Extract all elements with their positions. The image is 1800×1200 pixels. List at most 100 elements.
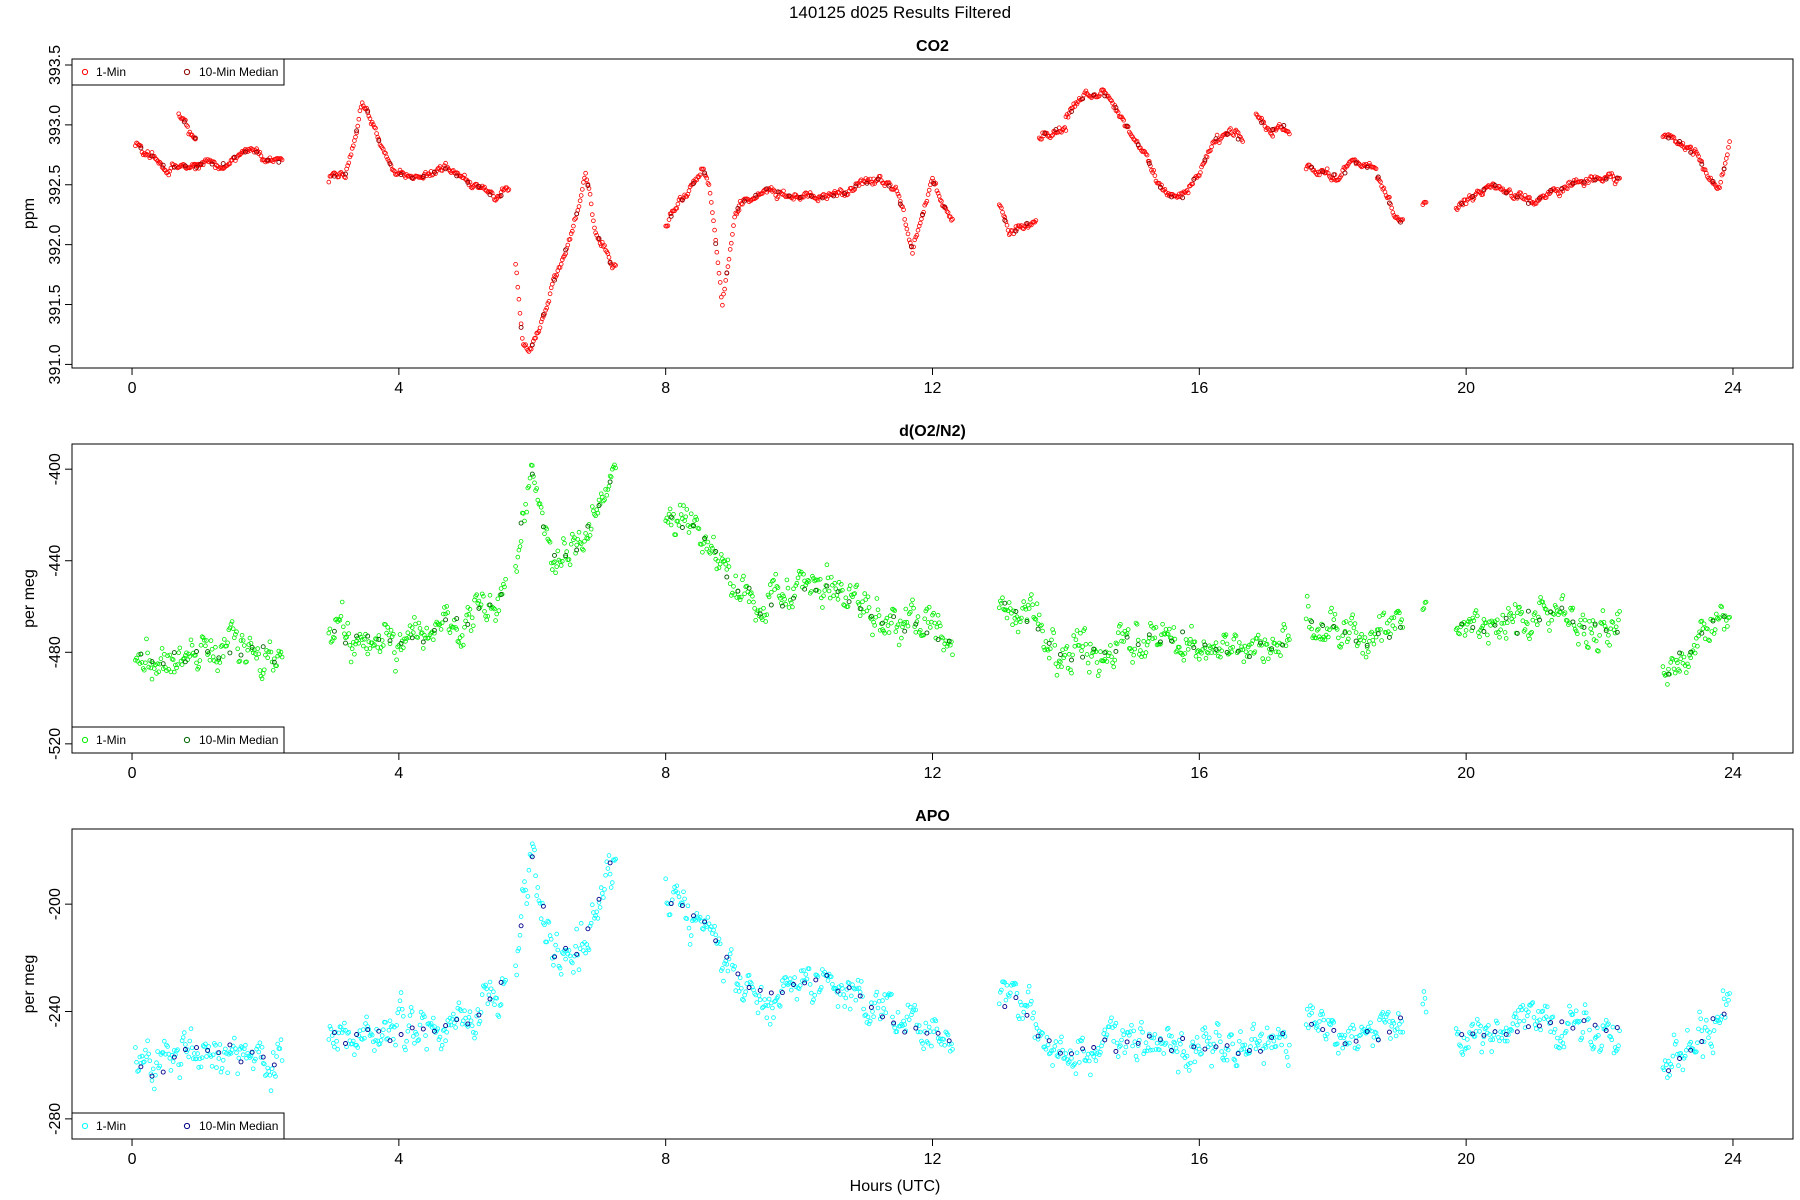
- point-1min: [374, 637, 379, 642]
- point-1min: [270, 1050, 276, 1055]
- point-1min: [548, 936, 554, 942]
- point-1min: [698, 918, 704, 924]
- point-1min: [1531, 1015, 1537, 1020]
- point-1min: [1513, 1015, 1519, 1020]
- point-1min: [1727, 991, 1732, 996]
- point-1min: [606, 853, 612, 858]
- point-1min: [685, 903, 691, 909]
- point-1min: [911, 605, 916, 611]
- point-1min: [1104, 659, 1110, 664]
- point-1min: [1696, 633, 1701, 639]
- point-1min: [155, 661, 160, 666]
- point-1min: [170, 657, 176, 662]
- point-1min: [854, 986, 860, 991]
- point-1min: [149, 1078, 155, 1083]
- point-1min: [913, 1007, 919, 1013]
- legend-label: 1-Min: [96, 1119, 126, 1133]
- point-1min: [565, 242, 571, 248]
- point-1min: [1699, 1028, 1705, 1034]
- point-10min-median: [902, 628, 908, 634]
- point-1min: [1036, 612, 1042, 618]
- point-1min: [1175, 1069, 1181, 1075]
- point-1min: [1572, 1019, 1578, 1024]
- point-1min: [1147, 1031, 1152, 1037]
- point-1min: [542, 922, 547, 927]
- point-1min: [1180, 652, 1185, 658]
- point-1min: [415, 635, 421, 640]
- point-1min: [1556, 1044, 1561, 1050]
- point-1min: [1016, 616, 1022, 622]
- point-1min: [1679, 651, 1685, 656]
- point-10min-median: [857, 993, 863, 999]
- point-1min: [1328, 1022, 1333, 1028]
- point-1min: [430, 637, 436, 642]
- point-1min: [1131, 652, 1136, 658]
- point-1min: [725, 968, 731, 974]
- point-1min: [1251, 1021, 1257, 1027]
- point-1min: [1190, 181, 1195, 187]
- point-1min: [693, 514, 698, 520]
- point-1min: [731, 223, 736, 228]
- point-1min: [1482, 1026, 1488, 1031]
- point-10min-median: [846, 985, 852, 991]
- point-1min: [893, 629, 899, 634]
- point-1min: [594, 909, 599, 915]
- point-1min: [255, 148, 261, 154]
- y-tick-label: -280: [47, 1103, 64, 1135]
- point-10min-median: [842, 191, 848, 197]
- point-1min: [1013, 981, 1019, 987]
- point-1min: [1004, 982, 1010, 988]
- point-1min: [254, 655, 259, 661]
- point-10min-median: [1069, 657, 1074, 663]
- point-10min-median: [802, 980, 808, 986]
- point-1min: [542, 531, 547, 537]
- point-1min: [673, 532, 678, 537]
- point-1min: [352, 651, 357, 657]
- point-1min: [1510, 619, 1516, 625]
- point-1min: [771, 187, 776, 193]
- point-1min: [905, 1002, 911, 1008]
- point-1min: [185, 124, 190, 129]
- point-1min: [817, 576, 823, 582]
- point-1min: [1111, 664, 1116, 670]
- point-1min: [821, 593, 826, 599]
- point-10min-median: [1320, 1027, 1326, 1033]
- point-1min: [1119, 1037, 1124, 1043]
- point-1min: [705, 539, 711, 545]
- point-1min: [1506, 606, 1511, 611]
- point-1min: [1209, 650, 1214, 655]
- point-1min: [1423, 1009, 1429, 1015]
- x-tick-label: 24: [1724, 380, 1742, 397]
- point-1min: [1466, 1045, 1471, 1050]
- point-10min-median: [1688, 649, 1694, 655]
- point-1min: [1374, 1034, 1380, 1040]
- point-1min: [1152, 173, 1158, 178]
- panel-title: CO2: [916, 38, 949, 55]
- point-1min: [1362, 635, 1368, 640]
- point-1min: [1692, 650, 1698, 656]
- point-1min: [1712, 182, 1718, 188]
- point-1min: [178, 1061, 184, 1067]
- point-10min-median: [713, 241, 719, 247]
- point-1min: [1221, 1057, 1227, 1063]
- point-10min-median: [1320, 169, 1326, 175]
- point-10min-median: [1080, 96, 1086, 102]
- point-1min: [671, 511, 676, 517]
- point-1min: [911, 1007, 916, 1013]
- point-1min: [1591, 1044, 1597, 1050]
- point-10min-median: [802, 586, 808, 592]
- point-1min: [773, 998, 778, 1003]
- point-10min-median: [398, 640, 404, 646]
- point-10min-median: [420, 174, 426, 179]
- point-1min: [876, 613, 882, 618]
- point-1min: [1079, 648, 1084, 654]
- point-1min: [1383, 1014, 1389, 1020]
- point-1min: [892, 608, 897, 613]
- point-1min: [370, 643, 376, 648]
- point-1min: [422, 1014, 427, 1019]
- point-1min: [408, 1005, 414, 1010]
- legend-marker: [183, 736, 191, 744]
- point-1min: [884, 995, 890, 1000]
- point-1min: [354, 130, 359, 136]
- point-10min-median: [1224, 649, 1230, 655]
